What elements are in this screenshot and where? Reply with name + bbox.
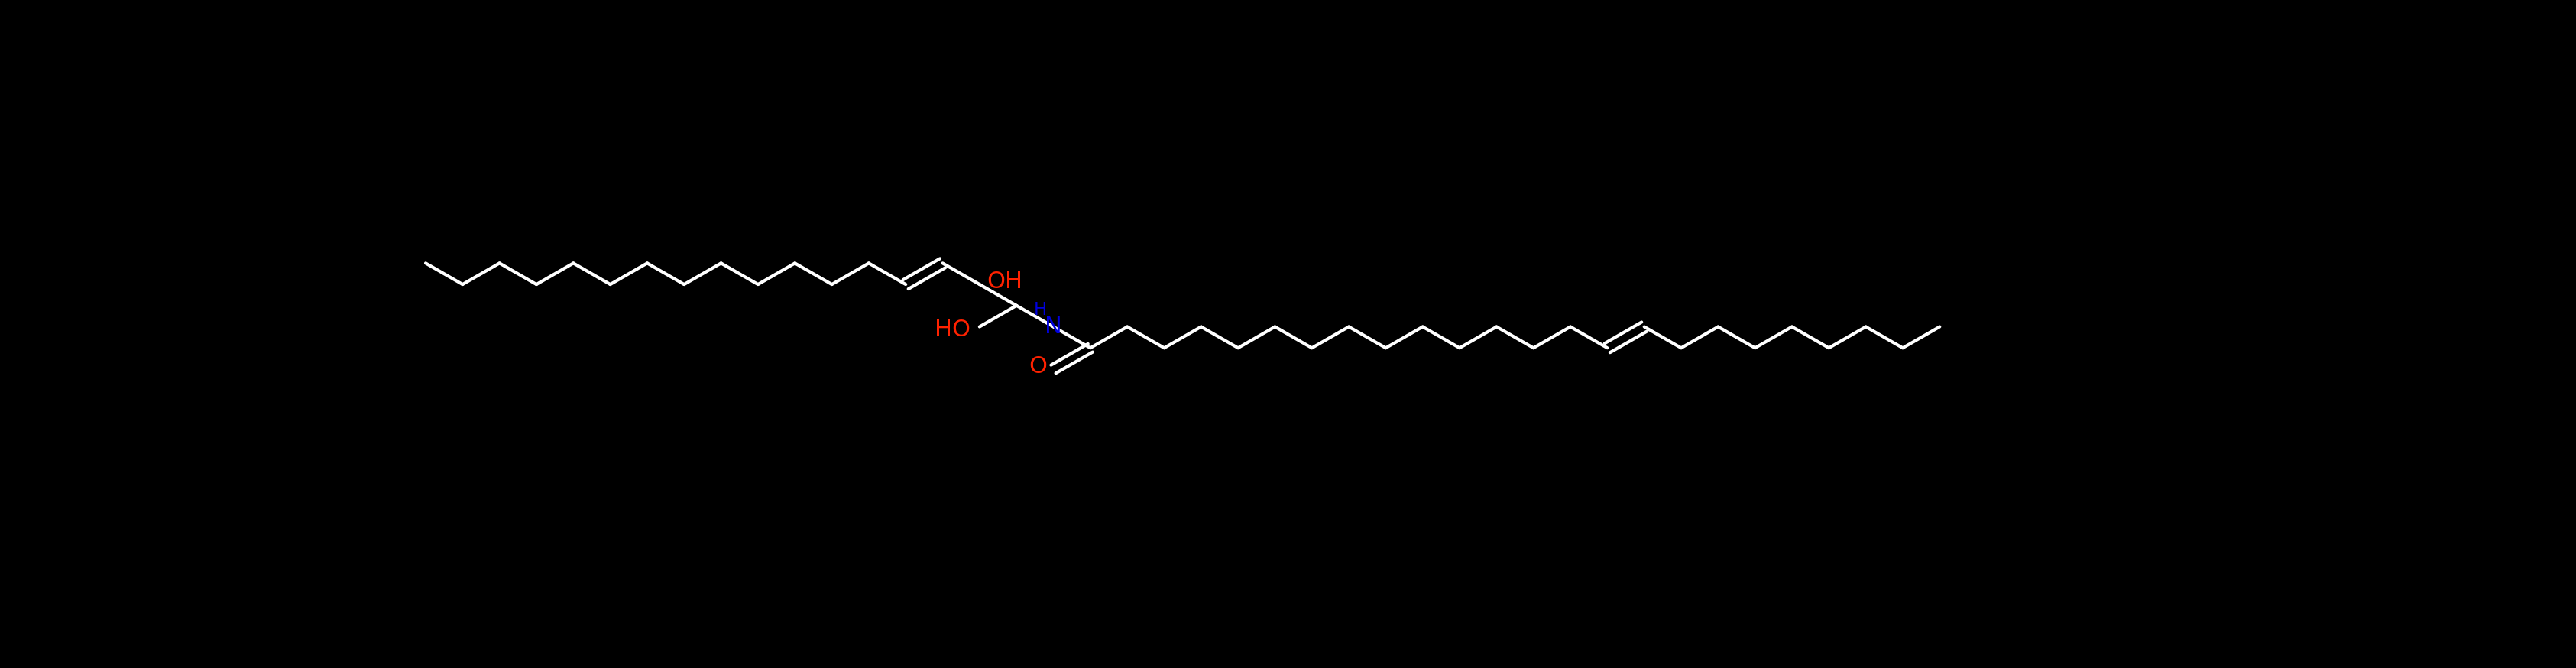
- Text: OH: OH: [987, 271, 1023, 293]
- Text: HO: HO: [935, 319, 971, 341]
- Text: O: O: [1030, 355, 1048, 377]
- Text: H: H: [1033, 301, 1046, 319]
- Text: N: N: [1046, 316, 1061, 338]
